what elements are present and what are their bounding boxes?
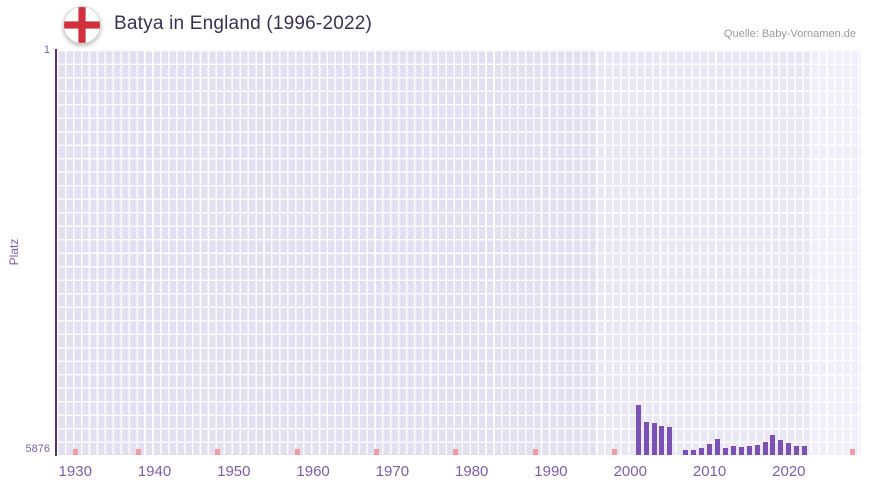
no-rank-marker-1938 [136, 449, 142, 455]
rank-bar-2011 [714, 438, 720, 455]
rank-bar-2020 [786, 442, 792, 455]
england-flag-svg [63, 6, 101, 44]
rank-bar-2001 [635, 404, 641, 455]
x-tick-1940: 1940 [137, 463, 172, 480]
rank-bar-2018 [770, 435, 776, 455]
gridlines [57, 50, 861, 455]
no-rank-marker-1998 [611, 449, 617, 455]
rank-bar-2013 [730, 445, 736, 455]
no-rank-marker-2028 [849, 449, 855, 455]
y-tick-bottom: 5876 [25, 443, 50, 455]
no-rank-marker-1930 [72, 449, 78, 455]
rank-bar-2022 [802, 446, 808, 455]
page-title: Batya in England (1996-2022) [114, 13, 373, 34]
rank-bar-2010 [707, 444, 713, 455]
no-rank-marker-1968 [374, 449, 380, 455]
rank-bar-2009 [699, 448, 705, 455]
rank-bar-2002 [643, 421, 649, 455]
x-tick-1950: 1950 [217, 463, 251, 480]
rank-bar-2015 [746, 446, 752, 455]
x-tick-1990: 1990 [534, 463, 568, 480]
rank-bar-2019 [778, 440, 784, 455]
no-rank-marker-1958 [294, 449, 300, 455]
no-rank-marker-1978 [453, 449, 459, 455]
rank-bar-2004 [659, 425, 665, 455]
x-tick-1970: 1970 [375, 463, 410, 480]
no-rank-marker-1948 [215, 449, 221, 455]
rank-bar-2008 [691, 449, 697, 455]
rank-bar-2016 [754, 444, 760, 455]
rank-bar-2014 [738, 447, 744, 455]
rank-bar-2003 [651, 422, 657, 455]
rank-bar-2012 [722, 447, 728, 455]
y-axis-line [55, 49, 57, 456]
plot-area [57, 50, 861, 455]
rank-bar-2021 [794, 445, 800, 455]
y-axis-label: Platz [7, 238, 21, 266]
no-rank-marker-1988 [532, 449, 538, 455]
x-tick-1980: 1980 [454, 463, 489, 480]
x-tick-2000: 2000 [613, 463, 647, 480]
england-flag-icon [62, 5, 102, 45]
x-tick-2010: 2010 [692, 463, 727, 480]
x-tick-1960: 1960 [296, 463, 330, 480]
rank-bar-2007 [683, 450, 689, 455]
y-tick-top: 1 [43, 44, 50, 56]
x-tick-1930: 1930 [58, 463, 92, 480]
source-attribution: Quelle: Baby-Vornamen.de [723, 28, 856, 40]
x-tick-2020: 2020 [772, 463, 806, 480]
rank-bar-2005 [667, 427, 673, 455]
rank-bar-2017 [762, 442, 768, 455]
